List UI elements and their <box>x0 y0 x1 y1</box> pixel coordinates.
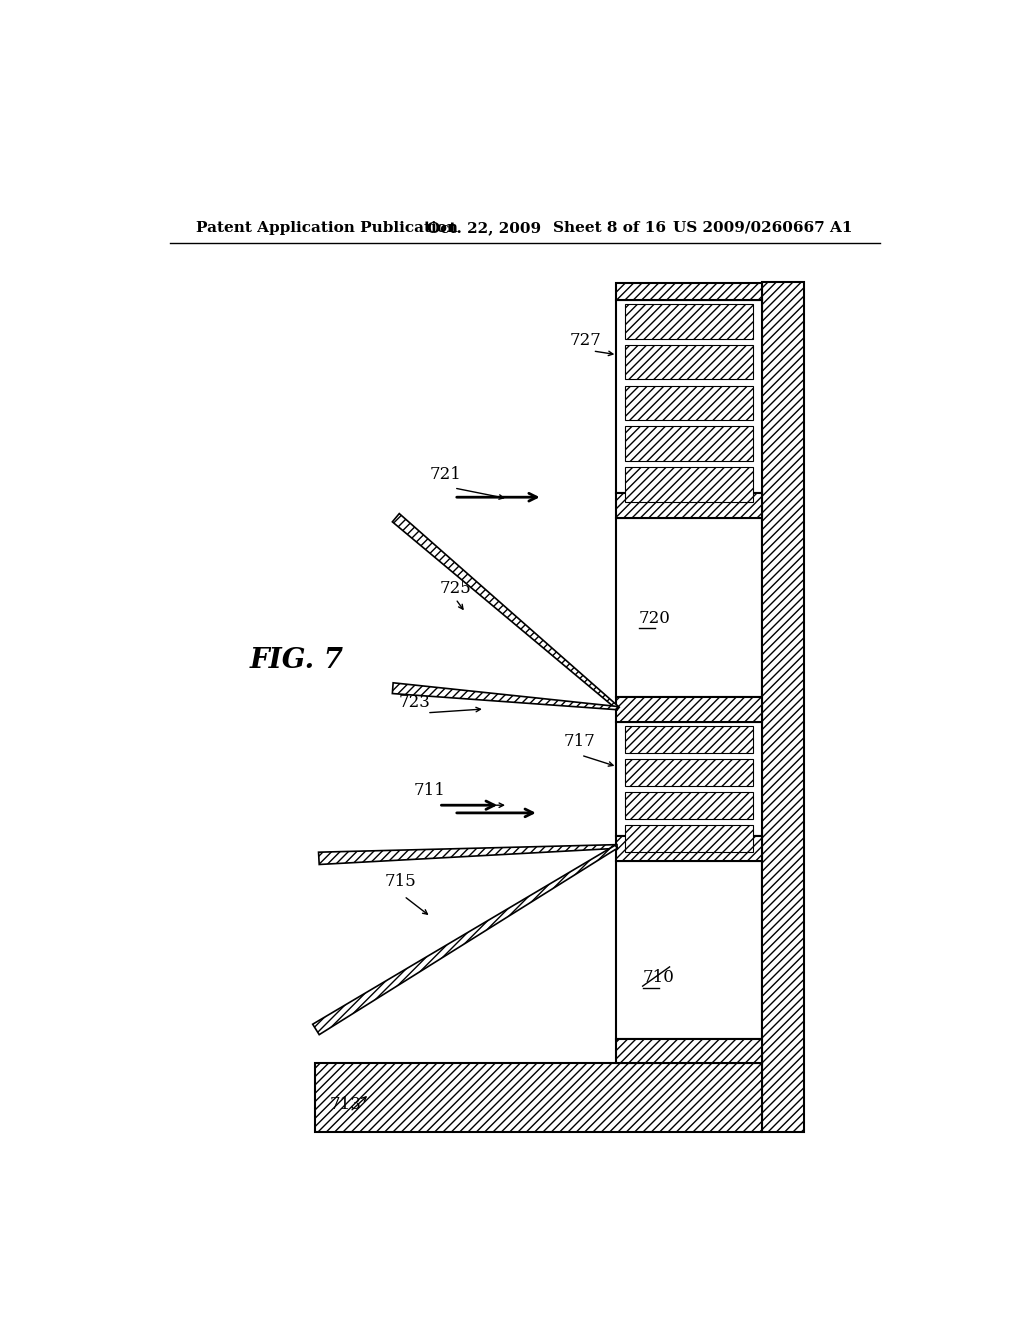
Text: 717: 717 <box>564 733 596 750</box>
Bar <box>625 345 753 379</box>
Bar <box>625 759 753 785</box>
Bar <box>625 792 753 818</box>
Bar <box>625 304 753 339</box>
Bar <box>615 517 762 697</box>
Text: 725: 725 <box>440 581 472 598</box>
Polygon shape <box>392 682 617 710</box>
Text: Patent Application Publication: Patent Application Publication <box>196 220 458 235</box>
Bar <box>615 836 762 861</box>
Text: US 2009/0260667 A1: US 2009/0260667 A1 <box>674 220 853 235</box>
Text: 715: 715 <box>385 873 417 890</box>
Text: 720: 720 <box>639 610 671 627</box>
Text: 713: 713 <box>330 1096 361 1113</box>
Bar <box>315 1063 762 1133</box>
Text: Sheet 8 of 16: Sheet 8 of 16 <box>553 220 666 235</box>
Bar <box>615 861 762 1039</box>
Polygon shape <box>312 845 617 1035</box>
Text: 710: 710 <box>643 969 675 986</box>
Text: 727: 727 <box>569 333 601 350</box>
Bar <box>625 467 753 502</box>
Polygon shape <box>318 845 617 865</box>
Bar <box>615 722 762 836</box>
Bar <box>625 825 753 853</box>
Bar <box>615 1039 762 1063</box>
Text: Oct. 22, 2009: Oct. 22, 2009 <box>427 220 541 235</box>
Bar <box>615 697 762 722</box>
Text: 721: 721 <box>429 466 461 483</box>
Text: 711: 711 <box>414 781 445 799</box>
Bar <box>625 726 753 752</box>
Bar <box>625 426 753 461</box>
Bar <box>615 494 762 517</box>
Text: 723: 723 <box>398 694 430 711</box>
Text: FIG. 7: FIG. 7 <box>250 647 344 675</box>
Bar <box>615 284 762 300</box>
Bar <box>762 281 804 1133</box>
Bar <box>615 300 762 494</box>
Bar <box>625 385 753 420</box>
Polygon shape <box>392 513 620 710</box>
